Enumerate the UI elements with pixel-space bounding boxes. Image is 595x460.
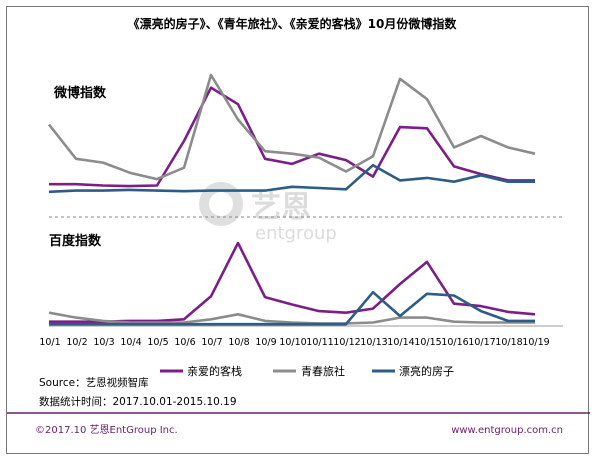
x-tick-labels: 10/1 10/2 10/3 10/4 10/5 10/6 10/7 10/8 10/9 10/1… [39, 337, 549, 348]
watermark-brand-cn: 艺恩 [251, 190, 311, 225]
x-tick-label: 10/2 [66, 337, 87, 348]
baidu-series-line-3 [49, 290, 535, 326]
x-tick-label: 10/5 [147, 337, 168, 348]
x-tick-label: 10/12 [333, 337, 360, 348]
x-tick-label: 10/8 [228, 337, 249, 348]
x-tick-label: 10/19 [522, 337, 549, 348]
period-text: 数据统计时间：2017.10.01-2015.10.19 [39, 395, 237, 408]
x-tick-label: 10/10 [279, 337, 306, 348]
x-tick-label: 10/6 [174, 337, 195, 348]
x-tick-label: 10/14 [387, 337, 414, 348]
weibo-series-line-3 [48, 163, 535, 194]
x-tick-label: 10/7 [201, 337, 222, 348]
x-tick-label: 10/9 [255, 337, 276, 348]
legend: 亲爱的客栈 青春旅社 漂亮的房子 [160, 364, 454, 378]
chart-title: 《漂亮的房子》、《青年旅社》、《亲爱的客栈》10月份微博指数 [128, 16, 458, 31]
legend-label-3: 漂亮的房子 [399, 364, 454, 378]
x-tick-label: 10/4 [120, 337, 141, 348]
x-tick-label: 10/11 [306, 337, 333, 348]
weibo-series-line-2 [47, 73, 536, 181]
chart-canvas: 《漂亮的房子》、《青年旅社》、《亲爱的客栈》10月份微博指数 艺恩 entgro… [7, 16, 590, 436]
watermark: 艺恩 entgroup [199, 182, 337, 244]
x-tick-label: 10/16 [441, 337, 468, 348]
baidu-series-line-2 [48, 311, 535, 325]
baidu-panel-label: 百度指数 [49, 233, 102, 249]
baidu-series-line-1 [49, 241, 536, 324]
weibo-series-line-1 [49, 86, 535, 188]
x-tick-label: 10/13 [360, 337, 387, 348]
series-layer [47, 73, 536, 326]
x-tick-label: 10/15 [414, 337, 441, 348]
legend-label-2: 青春旅社 [301, 364, 345, 378]
x-tick-label: 10/1 [39, 337, 60, 348]
source-text: Source：艺恩视频智库 [39, 376, 149, 389]
watermark-brand-en: entgroup [255, 223, 337, 244]
footer-website: www.entgroup.com.cn [451, 425, 563, 436]
weibo-panel-label: 微博指数 [53, 85, 107, 101]
legend-label-1: 亲爱的客栈 [187, 364, 242, 378]
x-tick-label: 10/3 [93, 337, 114, 348]
watermark-logo-icon [199, 182, 243, 226]
footer-copyright: ©2017.10 艺恩EntGroup Inc. [35, 424, 178, 436]
x-tick-label: 10/17 [468, 337, 495, 348]
chart-frame: 《漂亮的房子》、《青年旅社》、《亲爱的客栈》10月份微博指数 艺恩 entgro… [6, 6, 590, 454]
x-tick-label: 10/18 [495, 337, 522, 348]
